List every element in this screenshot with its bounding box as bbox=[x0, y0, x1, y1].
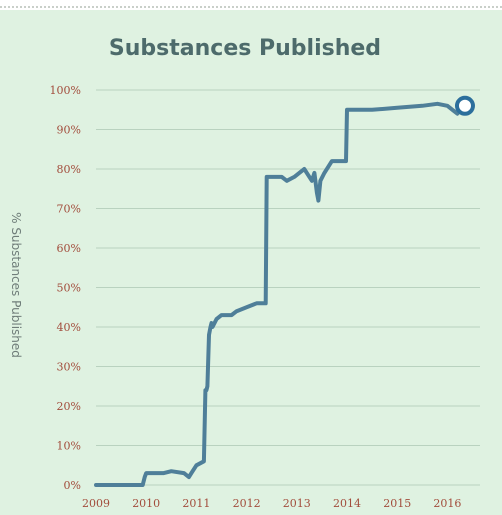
endpoint-marker bbox=[454, 95, 475, 116]
x-tick-label: 2016 bbox=[433, 497, 461, 510]
y-tick-label: 20% bbox=[57, 400, 81, 413]
y-tick-label: 100% bbox=[50, 84, 81, 97]
y-tick-label: 50% bbox=[57, 282, 81, 295]
x-tick-label: 2014 bbox=[333, 497, 361, 510]
chart-panel bbox=[0, 10, 502, 515]
y-tick-label: 0% bbox=[64, 479, 81, 492]
x-tick-label: 2013 bbox=[283, 497, 311, 510]
top-divider bbox=[0, 6, 502, 8]
x-tick-label: 2015 bbox=[383, 497, 411, 510]
y-tick-label: 70% bbox=[57, 203, 81, 216]
y-tick-label: 60% bbox=[57, 242, 81, 255]
y-tick-label: 10% bbox=[57, 440, 81, 453]
y-tick-label: 90% bbox=[57, 124, 81, 137]
x-tick-label: 2010 bbox=[132, 497, 160, 510]
series-line bbox=[94, 101, 465, 487]
x-tick-label: 2009 bbox=[82, 497, 110, 510]
y-tick-label: 40% bbox=[57, 321, 81, 334]
x-tick-label: 2012 bbox=[233, 497, 261, 510]
x-tick-label: 2011 bbox=[182, 497, 210, 510]
y-tick-label: 30% bbox=[57, 361, 81, 374]
chart-title: Substances Published bbox=[108, 36, 382, 61]
y-tick-label: 80% bbox=[57, 163, 81, 176]
